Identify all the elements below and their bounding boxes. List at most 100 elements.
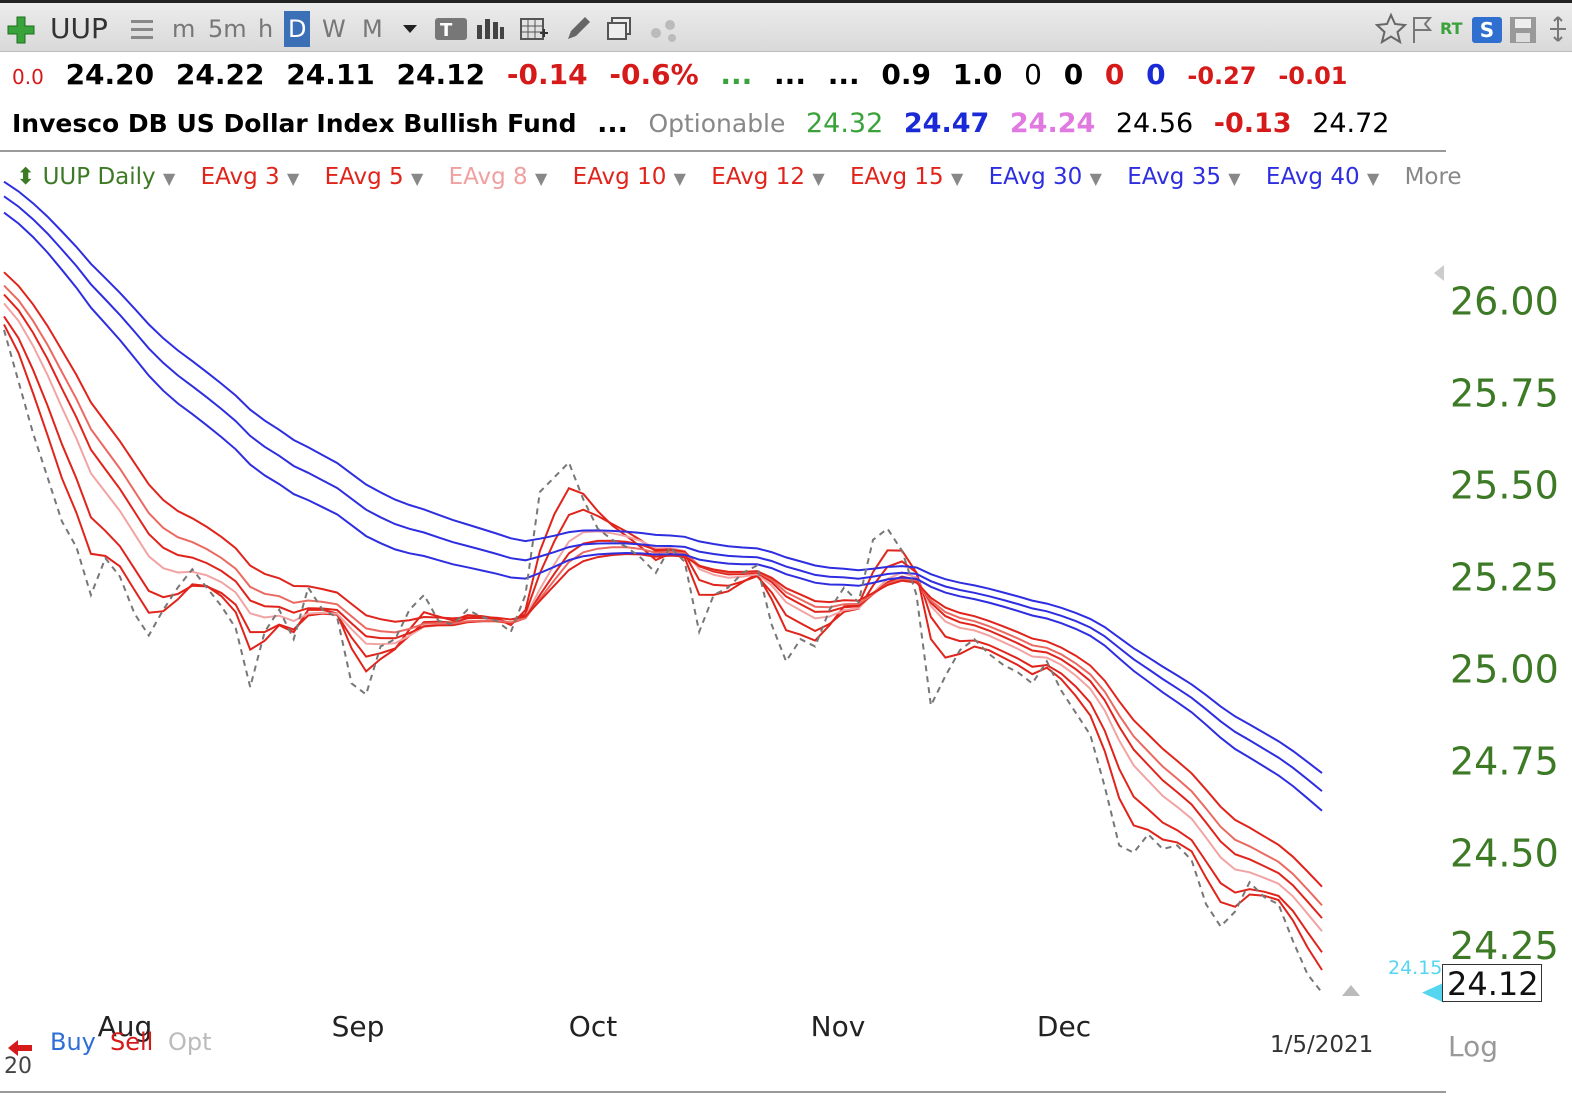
net-change: -0.14 (506, 58, 588, 91)
legend-eavg-35[interactable]: EAvg 35 ▼ (1127, 164, 1241, 190)
scroll-marker (1434, 265, 1444, 281)
legend-eavg-12[interactable]: EAvg 12 ▼ (711, 164, 825, 190)
symbol-label[interactable]: UUP (50, 12, 108, 45)
x-tick-label: Nov (811, 1010, 866, 1043)
window-icon[interactable] (604, 11, 636, 47)
ema-line-10 (3, 293, 1323, 919)
diff-2: -0.01 (1278, 62, 1348, 90)
y-tick-label: 24.50 (1450, 832, 1559, 876)
legend-eavg-5[interactable]: EAvg 5 ▼ (324, 164, 424, 190)
legend-label: EAvg 40 (1265, 164, 1360, 190)
toolbar: UUP m 5m h D W M T RT S (0, 0, 1572, 52)
legend-main-label: UUP Daily (42, 164, 156, 190)
ema-line-35 (3, 195, 1323, 792)
ema-line-15 (3, 271, 1323, 888)
grid-add-icon[interactable] (518, 11, 550, 47)
legend-label: EAvg 10 (572, 164, 667, 190)
legend-label: EAvg 12 (711, 164, 805, 190)
quote-row-2: Invesco DB US Dollar Index Bullish Fund … (12, 103, 1401, 145)
indicator-legend: ⬍ UUP Daily ▼ EAvg 3 ▼ EAvg 5 ▼ EAvg 8 ▼… (16, 160, 1480, 194)
y-tick-label: 25.25 (1450, 556, 1559, 600)
legend-main[interactable]: ⬍ UUP Daily ▼ (16, 164, 176, 190)
list-icon[interactable] (128, 11, 158, 47)
ema-line-3 (3, 323, 1323, 971)
ema-line-40 (3, 180, 1323, 774)
ema-line-12 (3, 284, 1323, 906)
ema-line-30 (3, 211, 1323, 812)
text-tool-icon[interactable]: T (434, 11, 468, 47)
legend-label: EAvg 30 (988, 164, 1083, 190)
value-2: 1.0 (952, 58, 1003, 91)
timeframe-h[interactable]: h (258, 15, 274, 43)
quote-row-1: 0.0 24.20 24.22 24.11 24.12 -0.14 -0.6% … (12, 54, 1360, 96)
svg-text:T: T (440, 20, 453, 41)
sell-button[interactable]: Sell (110, 1028, 154, 1056)
legend-label: EAvg 35 (1127, 164, 1221, 190)
name-ellipsis: ... (597, 108, 628, 139)
add-icon[interactable] (6, 15, 36, 45)
s-label[interactable]: S (1472, 17, 1502, 43)
date-label: 1/5/2021 (1270, 1032, 1374, 1058)
x-tick-label: Sep (332, 1010, 385, 1043)
price-black: 24.56 (1115, 108, 1194, 139)
current-price-box: 24.12 (1442, 964, 1542, 1003)
legend-label: EAvg 3 (200, 164, 280, 190)
header-divider (0, 150, 1446, 152)
x-tick-label: Dec (1037, 1010, 1091, 1043)
y-tick-label: 24.25 (1450, 924, 1559, 968)
timeframe-month[interactable]: M (362, 15, 383, 43)
flag-icon[interactable] (1410, 11, 1434, 47)
pencil-icon[interactable] (562, 11, 594, 47)
price-green: 24.32 (805, 108, 884, 139)
current-price-marker (1422, 982, 1444, 1003)
value-1: 0.9 (881, 58, 931, 91)
y-tick-label: 24.75 (1450, 740, 1559, 784)
save-icon[interactable] (1508, 11, 1538, 47)
legend-more[interactable]: More (1404, 164, 1462, 190)
legend-eavg-40[interactable]: EAvg 40 ▼ (1265, 164, 1380, 190)
opt-button[interactable]: Opt (168, 1028, 212, 1056)
legend-label: EAvg 15 (849, 164, 944, 190)
star-icon[interactable] (1374, 11, 1408, 47)
zero-3: 0 (1104, 58, 1125, 91)
legend-eavg-10[interactable]: EAvg 10 ▼ (572, 164, 686, 190)
price-red: -0.13 (1213, 108, 1292, 139)
log-toggle[interactable]: Log (1448, 1030, 1499, 1063)
y-tick-label: 25.50 (1450, 464, 1559, 508)
resize-icon[interactable] (1546, 11, 1570, 47)
link-icon[interactable] (646, 11, 682, 47)
legend-eavg-8[interactable]: EAvg 8 ▼ (448, 164, 548, 190)
timeframe-m[interactable]: m (172, 15, 196, 43)
timeframe-w[interactable]: W (322, 15, 346, 43)
price-pink: 24.24 (1009, 108, 1096, 139)
bottom-left-number: 20 (4, 1054, 32, 1079)
open-price: 24.20 (65, 58, 155, 91)
legend-eavg-15[interactable]: EAvg 15 ▼ (849, 164, 964, 190)
zero-2: 0 (1063, 58, 1084, 91)
timeframe-d[interactable]: D (284, 11, 311, 47)
x-tick-label: Oct (569, 1010, 617, 1043)
y-tick-label: 26.00 (1450, 280, 1559, 324)
optionable-label: Optionable (648, 109, 786, 138)
y-tick-label: 25.75 (1450, 372, 1559, 416)
small-price-label: 24.15 (1388, 957, 1442, 979)
change-small: 0.0 (12, 65, 44, 89)
chevron-down-icon[interactable] (400, 11, 420, 47)
legend-eavg-3[interactable]: EAvg 3 ▼ (200, 164, 300, 190)
zero-4: 0 (1146, 58, 1166, 91)
scroll-up-marker (1342, 985, 1360, 996)
timeframe-5m[interactable]: 5m (208, 15, 247, 43)
legend-label: EAvg 8 (448, 164, 528, 190)
legend-eavg-30[interactable]: EAvg 30 ▼ (988, 164, 1102, 190)
high-price: 24.22 (175, 58, 265, 91)
bar-chart-icon[interactable] (474, 11, 506, 47)
price-line (3, 329, 1323, 994)
trade-arrow-icon[interactable] (6, 1034, 38, 1068)
ema-line-8 (3, 302, 1323, 932)
green-dots: ... (720, 58, 753, 91)
dots-2: ... (827, 58, 860, 91)
last-price: 24.12 (396, 58, 486, 91)
rt-label[interactable]: RT (1440, 19, 1463, 38)
ema-line-5 (3, 315, 1323, 953)
buy-button[interactable]: Buy (50, 1028, 96, 1056)
